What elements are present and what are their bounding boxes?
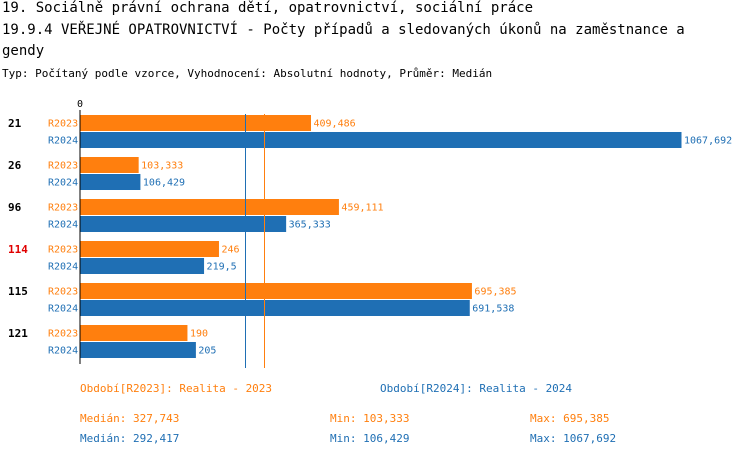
bar-r2023: [80, 283, 472, 299]
chart-title-section: 19. Sociálně právní ochrana dětí, opatro…: [2, 0, 534, 16]
bar-r2024: [80, 132, 682, 148]
category-label: 96: [8, 201, 22, 214]
bar-r2023: [80, 199, 339, 215]
bar-value-label: 205: [198, 346, 216, 357]
series-label: R2023: [48, 161, 78, 172]
series-label: R2023: [48, 245, 78, 256]
bar-value-label: 246: [221, 245, 239, 256]
bar-value-label: 365,333: [289, 220, 331, 231]
stat-r2024-max: Max: 1067,692: [530, 432, 617, 445]
bar-r2024: [80, 342, 196, 358]
bar-r2023: [80, 241, 219, 257]
bar-value-label: 459,111: [341, 203, 383, 214]
series-label: R2024: [48, 136, 78, 147]
bar-r2023: [80, 325, 188, 341]
series-label: R2024: [48, 220, 78, 231]
series-label: R2024: [48, 346, 78, 357]
bar-r2023: [80, 157, 139, 173]
series-label: R2024: [48, 178, 78, 189]
bar-value-label: 103,333: [141, 161, 183, 172]
category-label: 114: [8, 243, 28, 256]
legend-r2024: Období[R2024]: Realita - 2024: [380, 382, 573, 395]
series-label: R2024: [48, 304, 78, 315]
stat-r2024-median: Medián: 292,417: [80, 432, 180, 445]
series-label: R2023: [48, 119, 78, 130]
category-label: 26: [8, 159, 22, 172]
series-label: R2024: [48, 262, 78, 273]
category-label: 115: [8, 285, 28, 298]
legend-r2023: Období[R2023]: Realita - 2023: [80, 382, 273, 395]
series-label: R2023: [48, 287, 78, 298]
x-tick-label: 0: [77, 99, 83, 110]
series-label: R2023: [48, 329, 78, 340]
bar-r2024: [80, 216, 287, 232]
chart-subtitle: Typ: Počítaný podle vzorce, Vyhodnocení:…: [2, 67, 493, 80]
stat-r2024-min: Min: 106,429: [330, 432, 410, 445]
bar-value-label: 409,486: [313, 119, 355, 130]
stat-r2023-max: Max: 695,385: [530, 412, 610, 425]
category-label: 121: [8, 327, 28, 340]
bar-value-label: 190: [190, 329, 208, 340]
chart-title-indicator: 19.9.4 VEŘEJNÉ OPATROVNICTVÍ - Počty pří…: [2, 22, 685, 38]
bar-r2024: [80, 300, 470, 316]
chart-title-continuation: gendy: [2, 43, 45, 59]
bar-r2023: [80, 115, 311, 131]
category-label: 21: [8, 117, 22, 130]
bar-value-label: 219,5: [207, 262, 237, 273]
bar-value-label: 106,429: [143, 178, 185, 189]
stat-r2023-min: Min: 103,333: [330, 412, 410, 425]
bar-r2024: [80, 258, 205, 274]
bar-value-label: 691,538: [472, 304, 514, 315]
bar-value-label: 695,385: [474, 287, 516, 298]
bar-r2024: [80, 174, 141, 190]
stat-r2023-median: Medián: 327,743: [80, 412, 180, 425]
series-label: R2023: [48, 203, 78, 214]
bar-value-label: 1067,692: [684, 136, 732, 147]
